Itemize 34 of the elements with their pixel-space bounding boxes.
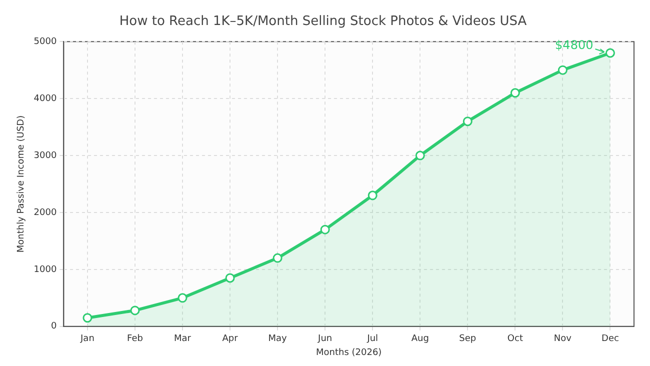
y-tick-label: 5000	[34, 36, 57, 47]
annotation: $4800	[555, 38, 594, 52]
point	[605, 48, 615, 58]
x-tick-label: Oct	[507, 334, 524, 344]
x-tick-label: Apr	[222, 334, 238, 344]
y-tick-label: 3000	[34, 150, 57, 161]
point	[320, 224, 330, 234]
point	[558, 65, 568, 75]
point	[178, 293, 188, 303]
x-tick-label: Dec	[602, 334, 619, 344]
point	[462, 116, 472, 126]
chart-title: How to Reach 1K–5K/Month Selling Stock Photos & Videos USA	[119, 14, 527, 30]
y-tick-label: 2000	[34, 208, 57, 218]
y-axis-title: Monthly Passive Income (USD)	[16, 115, 27, 253]
point	[415, 150, 425, 160]
point	[225, 273, 235, 283]
x-tick-label: May	[268, 334, 288, 344]
y-tick-label: 1000	[34, 264, 57, 275]
x-tick-label: Nov	[554, 334, 572, 344]
x-axis-title: Months (2026)	[316, 348, 382, 358]
x-tick-label: Mar	[174, 334, 192, 344]
y-tick-label: 4000	[34, 94, 57, 104]
x-tick-label: Jul	[366, 334, 378, 344]
x-tick-label: Aug	[411, 334, 429, 344]
point	[368, 190, 378, 200]
point	[130, 306, 140, 316]
x-tick-label: Jan	[80, 334, 94, 344]
point	[82, 313, 92, 323]
point	[510, 88, 520, 98]
x-tick-label: Jun	[317, 334, 332, 344]
x-tick-label: Feb	[127, 334, 144, 344]
point	[272, 253, 282, 263]
y-tick-label: 0	[50, 322, 57, 332]
x-tick-label: Sep	[459, 334, 476, 344]
